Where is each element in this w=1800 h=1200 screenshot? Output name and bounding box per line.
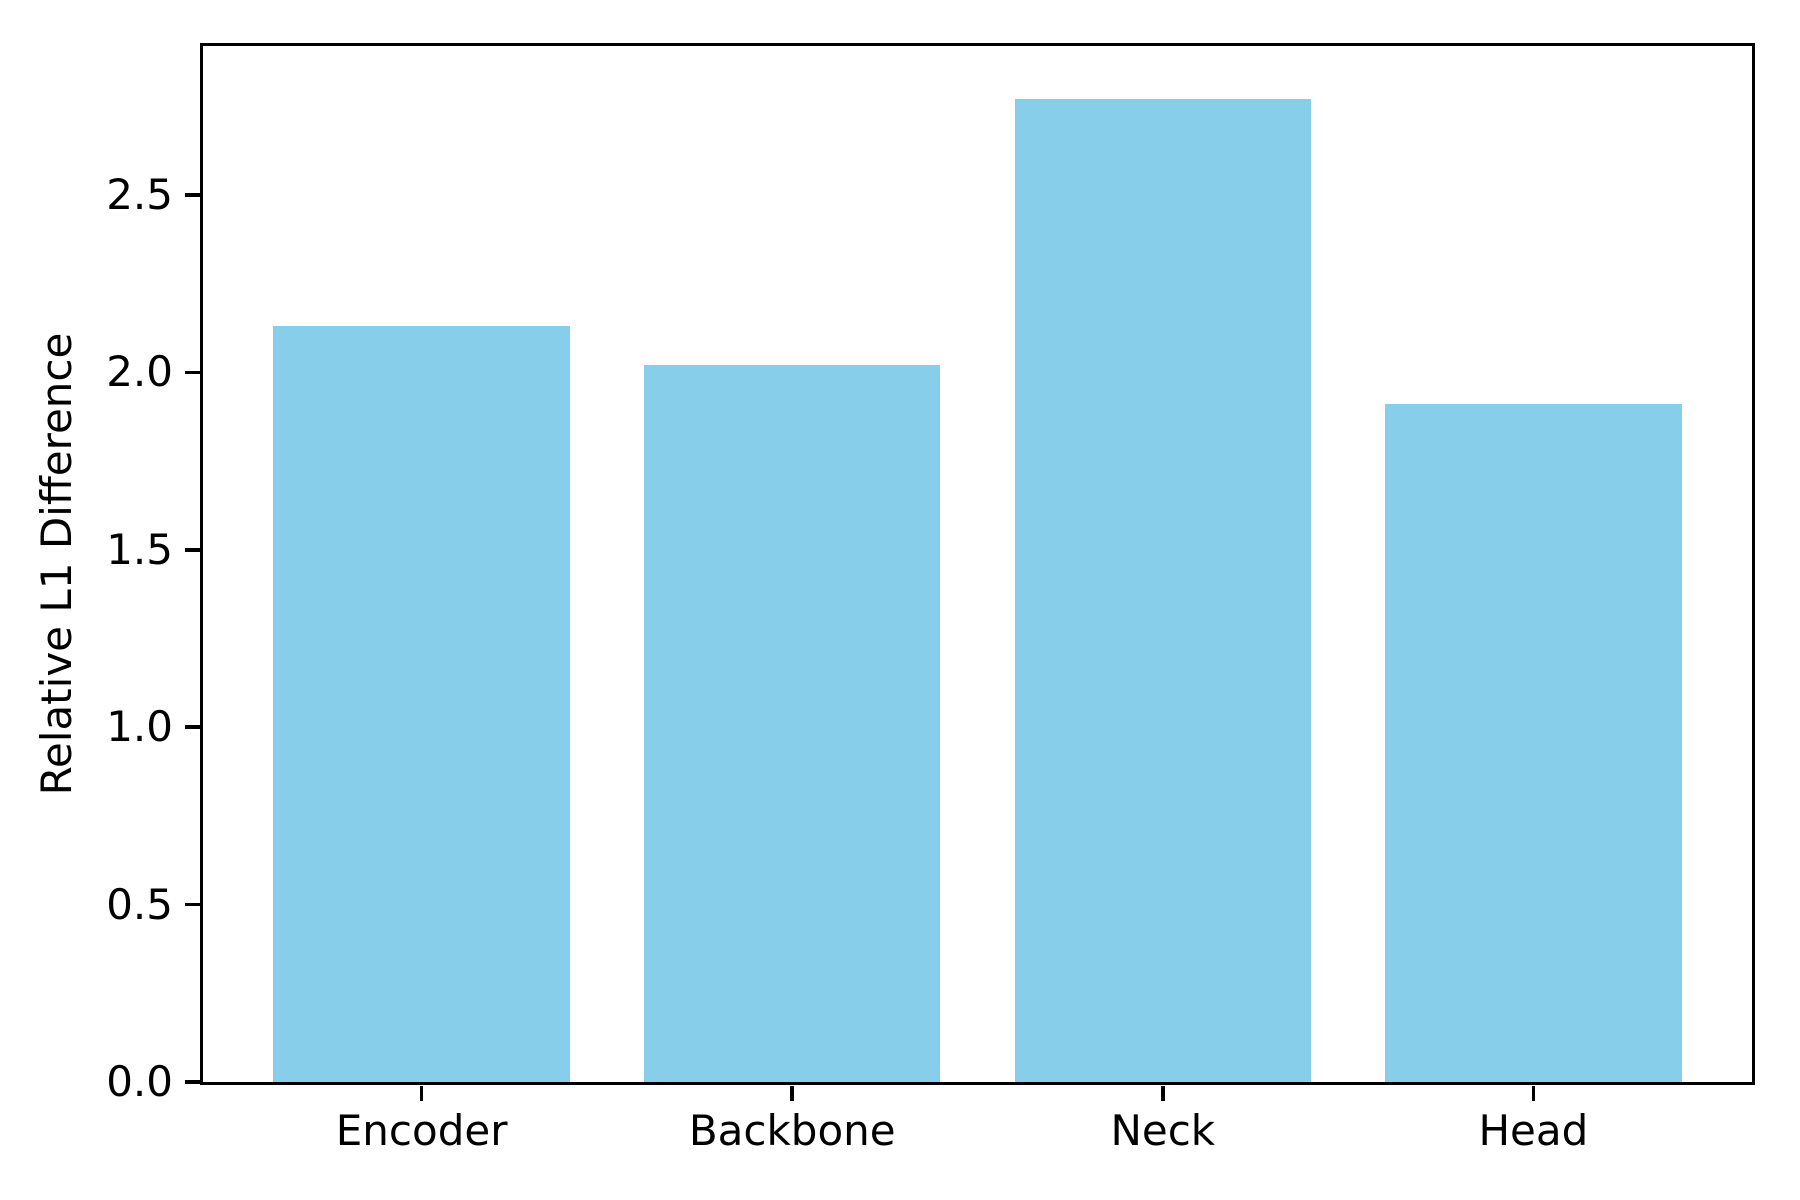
y-tick-label: 1.0 <box>106 702 173 752</box>
y-tick-mark <box>184 193 200 197</box>
y-tick-mark <box>184 548 200 552</box>
y-tick-label: 2.5 <box>106 170 173 219</box>
y-tick-mark <box>184 370 200 375</box>
x-tick-label-backbone: Backbone <box>688 1106 896 1155</box>
bar-encoder <box>273 326 570 1082</box>
bar-head <box>1385 404 1682 1082</box>
x-tick-mark <box>419 1085 424 1101</box>
y-tick-label: 0.0 <box>106 1057 173 1106</box>
plot-area: 0.0 0.5 1.0 1.5 2.0 2.5 Encoder Backbone Neck Hea… <box>106 43 1755 1155</box>
x-tick-label-encoder: Encoder <box>335 1106 508 1155</box>
y-tick-mark <box>184 902 200 907</box>
y-axis-label: Relative L1 Difference <box>32 332 81 796</box>
x-tick-mark <box>1161 1085 1165 1101</box>
bar-neck <box>1014 99 1311 1082</box>
y-tick-mark <box>184 725 200 729</box>
x-tick-label-head: Head <box>1478 1106 1589 1155</box>
bar-backbone <box>643 365 941 1082</box>
x-tick-label-neck: Neck <box>1110 1106 1216 1155</box>
y-tick-label: 1.5 <box>106 524 173 574</box>
y-tick-label: 0.5 <box>106 879 173 929</box>
x-tick-mark <box>790 1085 794 1101</box>
y-tick-label: 2.0 <box>106 347 173 397</box>
y-tick-mark <box>184 1080 200 1084</box>
x-tick-mark <box>1531 1085 1536 1101</box>
